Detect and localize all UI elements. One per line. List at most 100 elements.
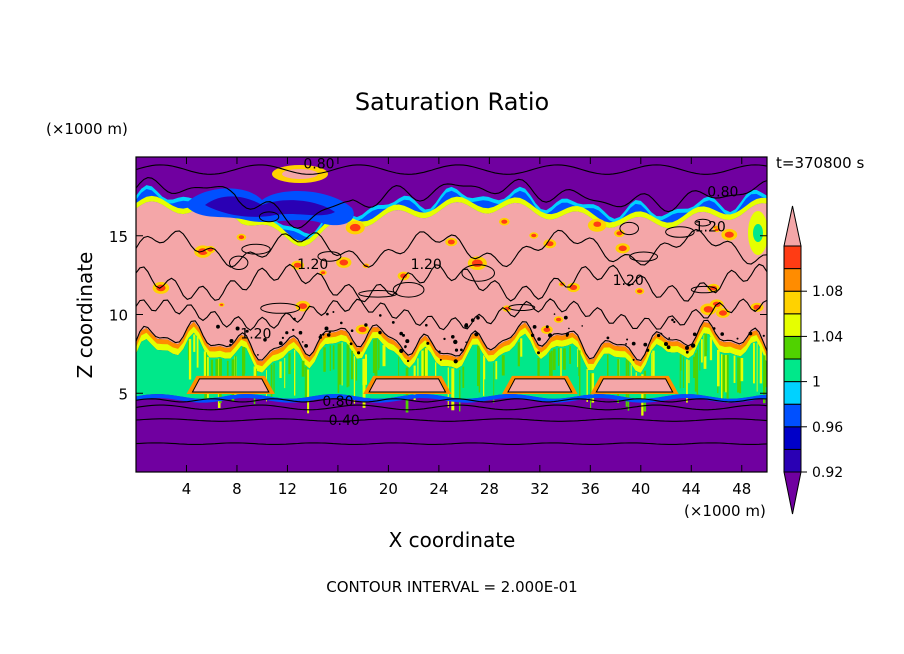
speckle [364,323,368,327]
moist-blob-core [358,326,367,333]
speckle [460,348,463,352]
lens [368,378,447,393]
convective-streak [273,363,275,394]
x-axis-label: X coordinate [388,528,516,552]
colorbar-segment [783,381,802,405]
contour-field [136,157,767,472]
convective-streak [569,346,571,364]
closed-contour [629,251,658,262]
contour-line [136,442,767,445]
speckle [349,342,353,346]
convective-streak [722,354,726,392]
speckle [632,358,635,361]
moist-blob-core [349,223,361,232]
colorbar-top-arrow [783,205,802,247]
closed-contour [317,251,342,262]
convective-streak [242,347,245,381]
speckle [568,327,570,330]
convective-streak [477,345,480,387]
moist-blob-core [703,306,714,313]
moist-blob-core [447,239,455,245]
cloud-top-yellow [136,326,767,373]
right-edge-core [753,224,763,242]
speckle [453,359,458,364]
moist-blob-core [220,303,224,306]
speckle [666,345,671,350]
convective-streak [701,339,703,363]
convective-streak [607,354,609,382]
convective-streak [517,342,520,367]
moist-blob-core [714,228,719,232]
x-tick-label: 20 [379,480,398,498]
x-tick-label: 28 [480,480,499,498]
convective-streak [365,354,367,385]
time-label: t=370800 s [776,154,865,172]
colorbar-segment [783,358,802,383]
speckle [328,331,331,334]
convective-streak [279,361,282,378]
convective-streak [725,354,727,393]
speckle [378,330,382,335]
speckle [301,341,304,343]
speckle [379,314,382,317]
convective-streak [558,347,560,366]
convective-streak [549,352,551,389]
y-axis-ticks: 5 10 15 [109,228,767,403]
speckle [545,325,549,329]
contour-label: 1.20 [695,219,726,235]
convective-streak [210,359,214,388]
speckle [357,351,361,355]
colorbar-tick-label: 0.92 [812,465,843,481]
speckle [664,342,668,346]
x-tick-label: 32 [530,480,549,498]
speckle [324,326,329,331]
convective-streak [705,333,708,351]
speckle [465,341,467,344]
x-units-label: (×1000 m) [684,502,766,520]
convective-streak [362,358,366,408]
convective-streak [459,369,461,406]
chart-title: Saturation Ratio [354,88,550,116]
speckle [657,333,661,338]
y-tick-label: 10 [109,307,128,325]
colorbar-segment [783,268,802,292]
x-tick-label: 8 [232,480,242,498]
convective-streak [695,352,697,376]
dry-pocket-core [205,196,335,217]
speckle [304,344,308,348]
contour-line [136,319,767,362]
lens [507,378,573,393]
convective-streak [378,340,380,368]
speckle [216,324,220,329]
convective-streak [425,348,428,383]
speckle [425,323,428,327]
colorbar: 0.92 0.96 1 1.04 1.08 [783,205,843,515]
convective-streak [329,345,331,371]
y-tick-label: 5 [118,385,128,403]
y-axis-label: Z coordinate [73,251,97,379]
speckle [532,325,537,329]
convective-streak [723,354,725,372]
convective-streak [537,358,540,391]
convective-streak [652,350,655,386]
closed-contour [694,218,712,227]
convective-streak [226,360,229,379]
contour-lines [136,164,767,445]
x-tick-label: 24 [429,480,448,498]
x-tick-label: 44 [682,480,701,498]
colorbar-segment [783,290,802,315]
moist-blob-core [501,219,508,224]
lens [191,378,270,393]
convective-streak [355,359,358,381]
closed-contour [241,243,271,255]
speckle [692,332,697,337]
convective-streak [520,338,523,357]
moist-blob-core [555,317,562,322]
colorbar-segment [783,448,802,473]
closed-contour [690,285,718,294]
contour-label: 0.80 [303,156,334,172]
speckle [643,342,648,347]
moist-blob-core [719,310,727,316]
speckle [340,321,343,325]
moist-blob-core [400,273,407,279]
